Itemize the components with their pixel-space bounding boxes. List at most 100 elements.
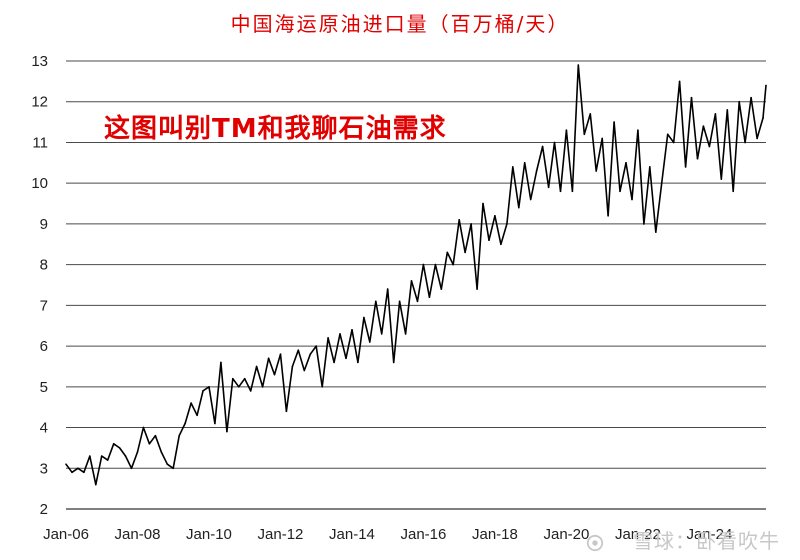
data-point (440, 288, 443, 290)
data-point (720, 178, 723, 180)
data-point (154, 434, 157, 437)
data-point (89, 455, 91, 457)
x-tick-label: Jan-14 (329, 526, 375, 543)
data-point (619, 190, 621, 193)
data-point (726, 109, 729, 111)
data-point (589, 113, 592, 115)
data-point (494, 215, 496, 217)
data-point (148, 443, 151, 445)
data-point (261, 386, 264, 388)
data-point (190, 402, 192, 404)
data-point (547, 186, 550, 189)
data-point (672, 141, 675, 144)
data-point (506, 223, 508, 225)
y-tick-label: 8 (40, 257, 48, 274)
x-tick-label: Jan-16 (401, 526, 447, 543)
data-point (577, 64, 580, 66)
data-point (291, 365, 294, 368)
data-point (541, 145, 544, 148)
data-point (631, 198, 633, 201)
x-tick-label: Jan-18 (472, 526, 518, 543)
data-point (553, 141, 556, 144)
data-point (172, 467, 174, 470)
data-point (255, 365, 258, 368)
x-tick-label: Jan-08 (115, 526, 161, 543)
data-point (238, 386, 240, 388)
data-point (476, 288, 478, 290)
data-point (434, 263, 437, 266)
x-tick-label: Jan-22 (615, 526, 661, 543)
data-point (518, 206, 520, 209)
data-point (470, 223, 472, 225)
data-point (375, 300, 377, 303)
data-point (339, 333, 341, 335)
data-point (285, 410, 288, 413)
y-tick-label: 5 (40, 379, 48, 396)
y-axis-ticks: 2 3 4 5 6 7 8 9 10 11 12 13 (31, 53, 48, 518)
data-point (765, 84, 767, 87)
data-point (458, 219, 461, 221)
data-point (404, 333, 407, 335)
data-point (583, 133, 586, 136)
x-tick-label: Jan-10 (186, 526, 232, 543)
data-point (77, 467, 79, 470)
y-tick-label: 3 (40, 460, 48, 477)
data-point (690, 96, 693, 99)
data-point (249, 390, 252, 392)
data-point (571, 190, 574, 193)
y-tick-label: 13 (31, 53, 48, 70)
data-point (607, 215, 609, 217)
x-axis-ticks: Jan-06 Jan-08 Jan-10 Jan-12 Jan-14 Jan-16 Jan-… (43, 526, 732, 543)
y-tick-label: 11 (32, 134, 48, 151)
data-point (184, 422, 186, 425)
x-tick-label: Jan-20 (543, 526, 589, 543)
data-point (202, 390, 204, 392)
data-point (214, 422, 216, 425)
y-tick-label: 10 (31, 175, 48, 192)
data-point (142, 426, 145, 429)
data-point (351, 329, 353, 331)
data-point (649, 166, 651, 168)
x-tick-label: Jan-06 (43, 526, 89, 543)
data-point (523, 162, 526, 164)
data-point (678, 80, 681, 83)
y-tick-label: 9 (40, 216, 48, 233)
data-point (363, 316, 365, 319)
y-tick-label: 2 (40, 501, 48, 518)
data-point (762, 117, 764, 119)
data-point (702, 125, 705, 127)
data-point (112, 443, 115, 445)
data-point (220, 361, 222, 364)
y-tick-label: 12 (31, 94, 48, 111)
data-point (136, 451, 139, 453)
data-point (106, 459, 109, 461)
data-point (392, 361, 395, 364)
y-tick-label: 4 (40, 420, 48, 437)
data-point (232, 377, 234, 380)
data-point (166, 463, 169, 466)
data-point (65, 463, 67, 466)
data-point (595, 170, 597, 172)
data-point (243, 377, 246, 380)
snowball-logo-icon (586, 534, 604, 552)
data-point (297, 349, 300, 352)
data-point (464, 251, 466, 254)
watermark: 雪球：卧看吹牛 (633, 529, 780, 553)
data-point (273, 373, 276, 376)
data-point (428, 296, 431, 299)
data-point (482, 202, 484, 205)
data-point (565, 129, 568, 131)
data-point (684, 166, 687, 168)
data-point (357, 361, 359, 364)
data-point (535, 170, 538, 172)
data-point (333, 361, 335, 364)
data-point (267, 357, 270, 360)
data-point (208, 386, 210, 388)
data-point (452, 263, 455, 266)
data-point (303, 369, 306, 372)
y-tick-label: 7 (40, 297, 48, 314)
data-point (398, 300, 401, 303)
data-point (279, 353, 282, 356)
data-point (416, 300, 419, 303)
